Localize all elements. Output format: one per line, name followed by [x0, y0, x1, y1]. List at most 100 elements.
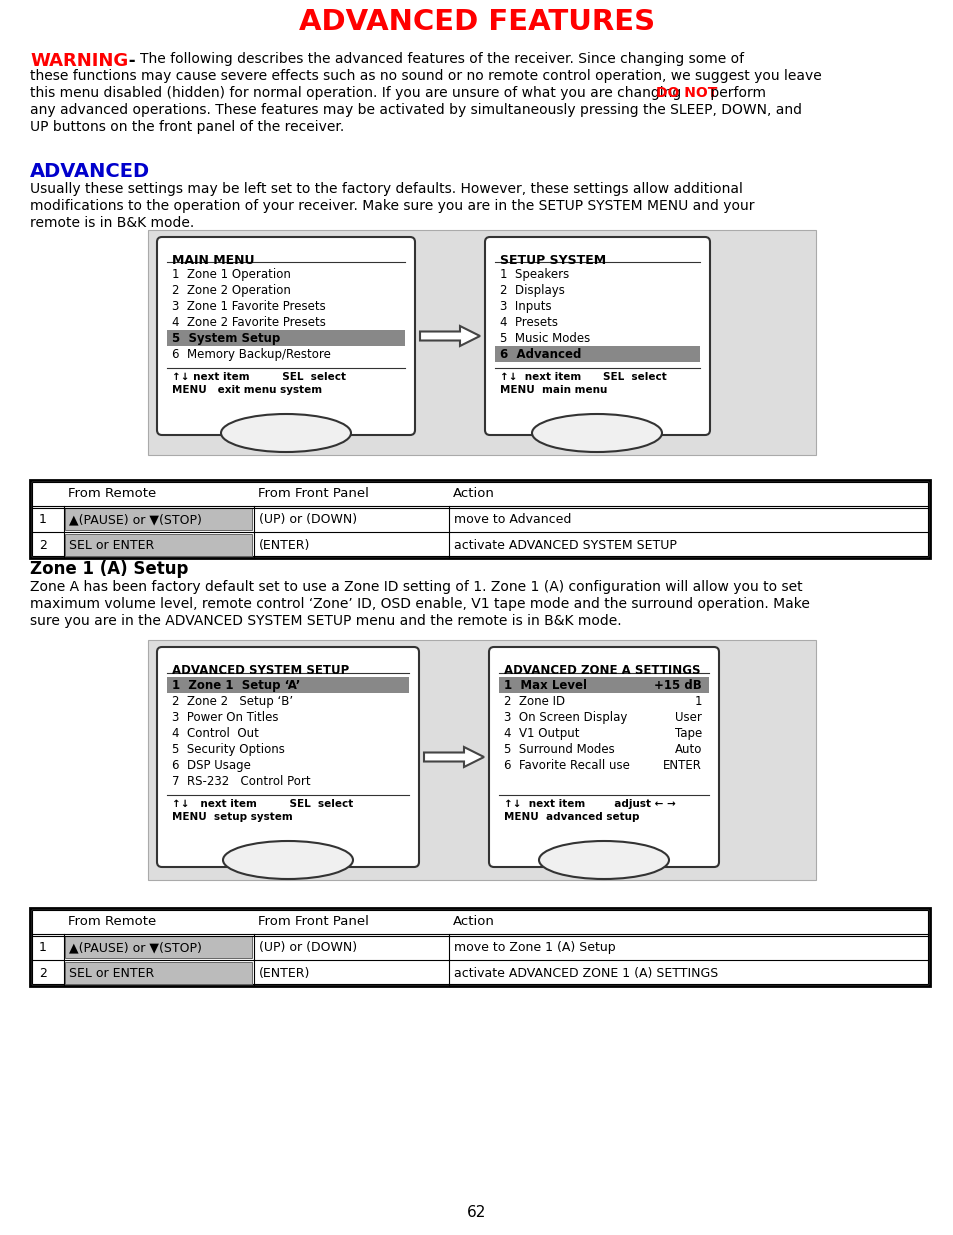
Text: 2  Zone 2   Setup ‘B’: 2 Zone 2 Setup ‘B’: [172, 695, 293, 708]
Text: 4  V1 Output: 4 V1 Output: [503, 727, 578, 740]
Text: +15 dB: +15 dB: [654, 679, 701, 692]
Text: ↑↓   next item         SEL  select: ↑↓ next item SEL select: [172, 799, 353, 809]
Text: MENU  main menu: MENU main menu: [499, 385, 607, 395]
Text: ↑↓  next item        adjust ← →: ↑↓ next item adjust ← →: [503, 799, 675, 809]
Text: remote is in B&K mode.: remote is in B&K mode.: [30, 216, 194, 230]
Text: (UP) or (DOWN): (UP) or (DOWN): [258, 513, 356, 526]
Text: 4  Zone 2 Favorite Presets: 4 Zone 2 Favorite Presets: [172, 316, 326, 329]
Text: 5  Surround Modes: 5 Surround Modes: [503, 743, 614, 756]
Text: DO NOT: DO NOT: [656, 86, 717, 100]
FancyBboxPatch shape: [148, 640, 815, 881]
Text: move to Zone 1 (A) Setup: move to Zone 1 (A) Setup: [454, 941, 615, 953]
Bar: [65, 534, 252, 556]
Text: From Front Panel: From Front Panel: [257, 915, 369, 927]
Text: SEL or ENTER: SEL or ENTER: [69, 538, 154, 552]
Text: 1: 1: [39, 513, 47, 526]
FancyBboxPatch shape: [484, 237, 709, 435]
Text: MAIN MENU: MAIN MENU: [172, 254, 254, 267]
Text: 7  RS-232   Control Port: 7 RS-232 Control Port: [172, 776, 311, 788]
Text: MENU   exit menu system: MENU exit menu system: [172, 385, 322, 395]
Text: 1  Max Level: 1 Max Level: [503, 679, 586, 692]
Text: move to Advanced: move to Advanced: [454, 513, 571, 526]
Ellipse shape: [532, 414, 661, 452]
Text: maximum volume level, remote control ‘Zone’ ID, OSD enable, V1 tape mode and the: maximum volume level, remote control ‘Zo…: [30, 597, 809, 611]
Text: ENTER: ENTER: [662, 760, 701, 772]
Text: 4  Presets: 4 Presets: [499, 316, 558, 329]
Bar: [495, 346, 700, 362]
Text: 1  Zone 1 Operation: 1 Zone 1 Operation: [172, 268, 291, 282]
Text: -: -: [123, 52, 135, 70]
Text: UP buttons on the front panel of the receiver.: UP buttons on the front panel of the rec…: [30, 120, 344, 135]
Text: Usually these settings may be left set to the factory defaults. However, these s: Usually these settings may be left set t…: [30, 182, 742, 196]
Text: 3  On Screen Display: 3 On Screen Display: [503, 711, 627, 724]
Text: 62: 62: [467, 1205, 486, 1220]
FancyBboxPatch shape: [30, 908, 929, 986]
Text: User: User: [675, 711, 701, 724]
Text: 6  Favorite Recall use: 6 Favorite Recall use: [503, 760, 629, 772]
FancyBboxPatch shape: [30, 480, 929, 558]
Text: From Front Panel: From Front Panel: [257, 487, 369, 500]
Text: Zone A has been factory default set to use a Zone ID setting of 1. Zone 1 (A) co: Zone A has been factory default set to u…: [30, 580, 801, 594]
Text: ADVANCED: ADVANCED: [30, 162, 150, 182]
FancyBboxPatch shape: [489, 647, 719, 867]
Text: 3  Inputs: 3 Inputs: [499, 300, 551, 312]
Bar: [65, 936, 252, 958]
Text: (ENTER): (ENTER): [258, 538, 310, 552]
Text: 5  Music Modes: 5 Music Modes: [499, 332, 590, 345]
Text: 2  Zone 2 Operation: 2 Zone 2 Operation: [172, 284, 291, 296]
Text: 2: 2: [39, 538, 47, 552]
Text: this menu disabled (hidden) for normal operation. If you are unsure of what you : this menu disabled (hidden) for normal o…: [30, 86, 685, 100]
Text: 6  DSP Usage: 6 DSP Usage: [172, 760, 251, 772]
Text: MENU  advanced setup: MENU advanced setup: [503, 811, 639, 823]
Text: these functions may cause severe effects such as no sound or no remote control o: these functions may cause severe effects…: [30, 69, 821, 83]
Text: ↑↓  next item      SEL  select: ↑↓ next item SEL select: [499, 372, 666, 382]
Text: activate ADVANCED ZONE 1 (A) SETTINGS: activate ADVANCED ZONE 1 (A) SETTINGS: [454, 967, 718, 981]
Text: Zone 1 (A) Setup: Zone 1 (A) Setup: [30, 559, 188, 578]
Text: ADVANCED ZONE A SETTINGS: ADVANCED ZONE A SETTINGS: [503, 664, 700, 677]
Text: Auto: Auto: [674, 743, 701, 756]
Bar: [65, 962, 252, 984]
Text: The following describes the advanced features of the receiver. Since changing so: The following describes the advanced fea…: [140, 52, 743, 65]
Text: From Remote: From Remote: [68, 915, 156, 927]
Text: 1  Speakers: 1 Speakers: [499, 268, 569, 282]
Text: ↑↓ next item         SEL  select: ↑↓ next item SEL select: [172, 372, 346, 382]
Text: ▲(PAUSE) or ▼(STOP): ▲(PAUSE) or ▼(STOP): [69, 513, 202, 526]
Text: Action: Action: [453, 487, 495, 500]
Bar: [167, 330, 405, 346]
FancyBboxPatch shape: [148, 230, 815, 454]
Text: 1: 1: [694, 695, 701, 708]
Ellipse shape: [221, 414, 351, 452]
Text: any advanced operations. These features may be activated by simultaneously press: any advanced operations. These features …: [30, 103, 801, 117]
Text: WARNING: WARNING: [30, 52, 128, 70]
Ellipse shape: [223, 841, 353, 879]
Text: 6  Memory Backup/Restore: 6 Memory Backup/Restore: [172, 348, 331, 361]
Text: ADVANCED FEATURES: ADVANCED FEATURES: [298, 7, 655, 36]
FancyBboxPatch shape: [157, 237, 415, 435]
Ellipse shape: [538, 841, 668, 879]
Text: perform: perform: [705, 86, 765, 100]
Text: SEL or ENTER: SEL or ENTER: [69, 967, 154, 981]
Text: 2: 2: [39, 967, 47, 981]
Text: (ENTER): (ENTER): [258, 967, 310, 981]
Polygon shape: [423, 747, 483, 767]
Text: ADVANCED SYSTEM SETUP: ADVANCED SYSTEM SETUP: [172, 664, 349, 677]
Text: MENU  setup system: MENU setup system: [172, 811, 293, 823]
Text: ▲(PAUSE) or ▼(STOP): ▲(PAUSE) or ▼(STOP): [69, 941, 202, 953]
Text: Action: Action: [453, 915, 495, 927]
Text: 5  Security Options: 5 Security Options: [172, 743, 285, 756]
Text: activate ADVANCED SYSTEM SETUP: activate ADVANCED SYSTEM SETUP: [454, 538, 677, 552]
Bar: [65, 508, 252, 530]
Text: 6  Advanced: 6 Advanced: [499, 348, 580, 361]
Text: Tape: Tape: [674, 727, 701, 740]
Text: SETUP SYSTEM: SETUP SYSTEM: [499, 254, 605, 267]
Bar: [167, 677, 409, 693]
Text: 5  System Setup: 5 System Setup: [172, 332, 280, 345]
Text: modifications to the operation of your receiver. Make sure you are in the SETUP : modifications to the operation of your r…: [30, 199, 754, 212]
Text: (UP) or (DOWN): (UP) or (DOWN): [258, 941, 356, 953]
Text: sure you are in the ADVANCED SYSTEM SETUP menu and the remote is in B&K mode.: sure you are in the ADVANCED SYSTEM SETU…: [30, 614, 621, 629]
Text: 3  Zone 1 Favorite Presets: 3 Zone 1 Favorite Presets: [172, 300, 325, 312]
Text: 1  Zone 1  Setup ‘A’: 1 Zone 1 Setup ‘A’: [172, 679, 300, 692]
Text: From Remote: From Remote: [68, 487, 156, 500]
Polygon shape: [419, 326, 479, 346]
Text: 2  Zone ID: 2 Zone ID: [503, 695, 564, 708]
